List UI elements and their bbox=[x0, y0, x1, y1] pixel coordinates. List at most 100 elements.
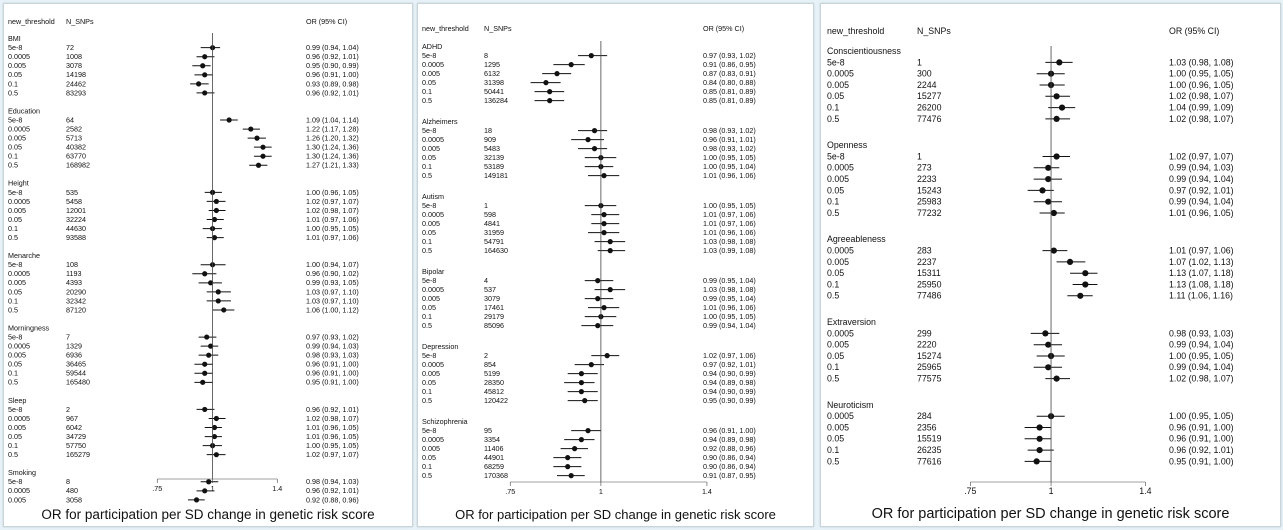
point-estimate bbox=[554, 71, 560, 77]
row-n-snps: 854 bbox=[484, 360, 496, 369]
row-threshold: 0.5 bbox=[8, 161, 18, 170]
row-threshold: 0.0005 bbox=[8, 414, 30, 423]
point-estimate bbox=[588, 53, 594, 59]
row-threshold: 0.05 bbox=[827, 91, 844, 101]
row-n-snps: 34729 bbox=[66, 432, 86, 441]
point-estimate bbox=[1036, 424, 1043, 431]
point-estimate bbox=[226, 117, 232, 123]
point-estimate bbox=[595, 296, 601, 302]
row-n-snps: 2356 bbox=[917, 422, 937, 432]
point-estimate bbox=[213, 415, 219, 422]
row-or-ci: 1.00 (0.95, 1.05) bbox=[1169, 69, 1234, 79]
row-threshold: 0.005 bbox=[8, 278, 26, 287]
header-or-ci: OR (95% CI) bbox=[703, 24, 744, 33]
row-threshold: 0.05 bbox=[8, 215, 22, 224]
row-n-snps: 15277 bbox=[917, 91, 942, 101]
row-or-ci: 0.96 (0.91, 1.00) bbox=[1169, 422, 1234, 432]
row-or-ci: 0.85 (0.81, 0.89) bbox=[703, 96, 756, 105]
row-threshold: 0.0005 bbox=[422, 60, 444, 69]
point-estimate bbox=[1056, 59, 1063, 66]
row-or-ci: 1.00 (0.95, 1.04) bbox=[703, 162, 756, 171]
row-or-ci: 0.90 (0.86, 0.94) bbox=[703, 453, 756, 462]
row-n-snps: 14198 bbox=[66, 70, 86, 79]
row-n-snps: 3079 bbox=[484, 294, 500, 303]
row-or-ci: 1.00 (0.95, 1.05) bbox=[306, 224, 359, 233]
row-or-ci: 1.07 (1.02, 1.13) bbox=[1169, 257, 1234, 267]
group-label: Neuroticism bbox=[827, 400, 873, 410]
row-or-ci: 1.01 (0.97, 1.06) bbox=[1169, 246, 1234, 256]
row-or-ci: 0.96 (0.91, 1.00) bbox=[306, 70, 359, 79]
row-threshold: 0.1 bbox=[827, 279, 839, 289]
row-n-snps: 3058 bbox=[66, 495, 82, 504]
row-or-ci: 1.03 (0.98, 1.08) bbox=[703, 285, 756, 294]
point-estimate bbox=[1053, 153, 1060, 160]
row-threshold: 5e-8 bbox=[8, 260, 22, 269]
row-n-snps: 6042 bbox=[66, 423, 82, 432]
row-or-ci: 0.90 (0.86, 0.94) bbox=[703, 462, 756, 471]
x-tick-label: .75 bbox=[964, 486, 976, 496]
group-label: ADHD bbox=[422, 42, 442, 51]
x-tick-label: .75 bbox=[505, 487, 515, 496]
point-estimate bbox=[211, 216, 218, 223]
row-or-ci: 1.01 (0.96, 1.06) bbox=[703, 171, 756, 180]
point-estimate bbox=[607, 248, 613, 254]
x-axis-label-1: OR for participation per SD change in ge… bbox=[41, 507, 375, 522]
row-n-snps: 4841 bbox=[484, 219, 500, 228]
row-n-snps: 77486 bbox=[917, 291, 942, 301]
row-or-ci: 1.13 (1.07, 1.18) bbox=[1169, 268, 1234, 278]
group-label: Bipolar bbox=[422, 267, 445, 276]
row-threshold: 0.5 bbox=[422, 396, 432, 405]
row-threshold: 0.005 bbox=[827, 340, 849, 350]
row-n-snps: 26235 bbox=[917, 445, 942, 455]
row-or-ci: 0.98 (0.93, 1.03) bbox=[306, 351, 359, 360]
row-threshold: 5e-8 bbox=[422, 201, 436, 210]
x-tick-label: .75 bbox=[152, 484, 162, 493]
row-threshold: 0.5 bbox=[422, 171, 432, 180]
row-or-ci: 0.96 (0.92, 1.01) bbox=[306, 405, 359, 414]
point-estimate bbox=[202, 72, 208, 78]
row-or-ci: 0.99 (0.94, 1.04) bbox=[1169, 174, 1234, 184]
row-or-ci: 0.94 (0.89, 0.98) bbox=[703, 378, 756, 387]
row-or-ci: 0.99 (0.94, 1.04) bbox=[306, 43, 359, 52]
row-n-snps: 18 bbox=[484, 126, 492, 135]
row-or-ci: 1.00 (0.95, 1.05) bbox=[1169, 351, 1234, 361]
row-or-ci: 1.02 (0.98, 1.07) bbox=[306, 414, 359, 423]
row-n-snps: 5199 bbox=[484, 369, 500, 378]
row-threshold: 0.5 bbox=[8, 378, 18, 387]
row-n-snps: 85096 bbox=[484, 321, 504, 330]
row-threshold: 5e-8 bbox=[422, 426, 436, 435]
row-threshold: 0.005 bbox=[827, 80, 849, 90]
row-threshold: 0.005 bbox=[8, 61, 26, 70]
point-estimate bbox=[1045, 341, 1052, 348]
row-threshold: 0.1 bbox=[8, 152, 18, 161]
point-estimate bbox=[1045, 198, 1052, 205]
row-n-snps: 25965 bbox=[917, 362, 942, 372]
row-or-ci: 1.00 (0.95, 1.05) bbox=[703, 201, 756, 210]
group-label: Smoking bbox=[8, 468, 36, 477]
row-or-ci: 0.92 (0.88, 0.96) bbox=[306, 495, 359, 504]
group-label: Alzheimers bbox=[422, 117, 458, 126]
row-or-ci: 1.30 (1.24, 1.36) bbox=[306, 152, 359, 161]
row-n-snps: 2582 bbox=[66, 124, 82, 133]
row-n-snps: 25950 bbox=[917, 279, 942, 289]
row-threshold: 0.05 bbox=[422, 378, 436, 387]
point-estimate bbox=[572, 446, 578, 452]
row-or-ci: 1.30 (1.24, 1.36) bbox=[306, 143, 359, 152]
group-label: BMI bbox=[8, 34, 21, 43]
row-n-snps: 284 bbox=[917, 411, 932, 421]
row-or-ci: 1.01 (0.97, 1.06) bbox=[306, 233, 359, 242]
row-or-ci: 0.99 (0.94, 1.03) bbox=[306, 342, 359, 351]
row-or-ci: 0.95 (0.90, 0.99) bbox=[306, 61, 359, 70]
row-threshold: 0.1 bbox=[422, 162, 432, 171]
row-threshold: 0.5 bbox=[422, 246, 432, 255]
x-tick-label: 1 bbox=[1049, 486, 1054, 496]
row-n-snps: 967 bbox=[66, 414, 78, 423]
x-tick-label: 1 bbox=[211, 484, 215, 493]
point-estimate bbox=[1045, 364, 1052, 371]
point-estimate bbox=[1058, 104, 1066, 111]
row-threshold: 0.0005 bbox=[827, 246, 854, 256]
point-estimate bbox=[215, 289, 221, 295]
row-threshold: 0.0005 bbox=[422, 285, 444, 294]
point-estimate bbox=[1050, 209, 1057, 217]
